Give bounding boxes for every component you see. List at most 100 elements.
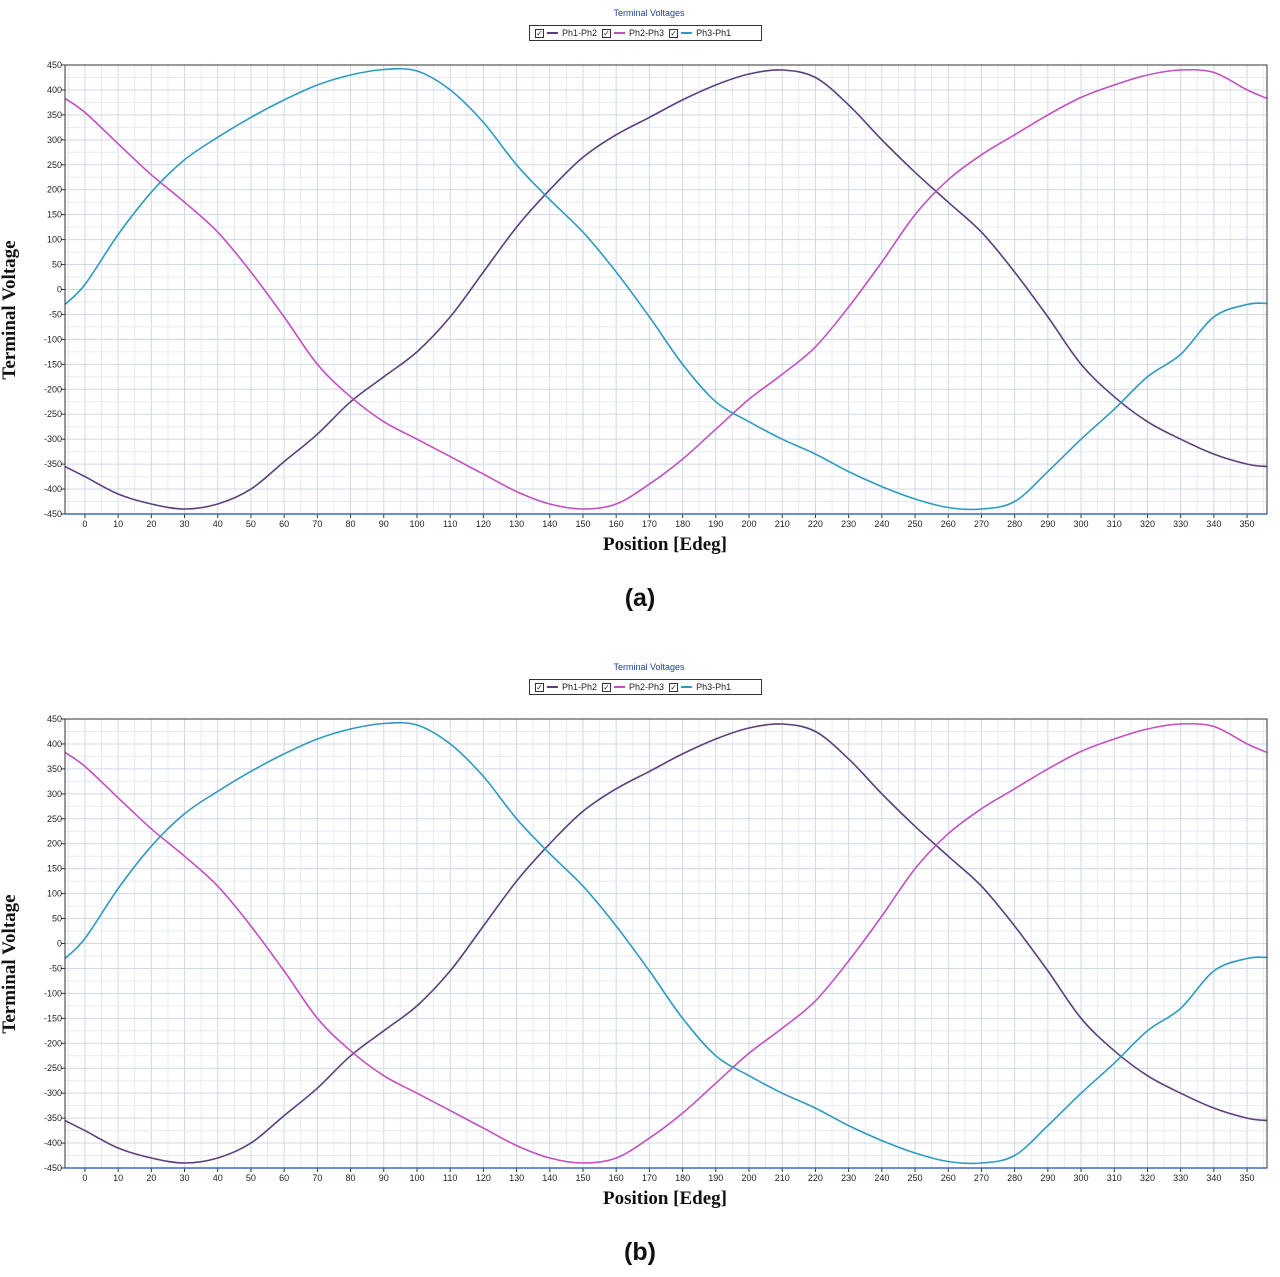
x-tick-label: 40 [213, 1173, 223, 1183]
y-tick-label: -50 [49, 963, 62, 973]
x-tick-label: 210 [775, 1173, 790, 1183]
y-tick-label: -300 [44, 1088, 62, 1098]
x-tick-label: 180 [675, 1173, 690, 1183]
x-tick-label: 30 [180, 519, 190, 529]
y-tick-label: 350 [47, 764, 62, 774]
x-tick-label: 60 [279, 519, 289, 529]
x-tick-label: 150 [575, 519, 590, 529]
y-tick-label: -450 [44, 509, 62, 519]
series-line-ph2-ph3 [64, 68, 1268, 510]
x-tick-label: 100 [409, 519, 424, 529]
legend-item-ph1-ph2[interactable]: ✓ Ph1-Ph2 [535, 28, 597, 38]
x-tick-label: 330 [1173, 1173, 1188, 1183]
x-tick-label: 240 [874, 1173, 889, 1183]
x-tick-label: 220 [808, 1173, 823, 1183]
legend-swatch [614, 686, 626, 688]
x-tick-label: 340 [1206, 1173, 1221, 1183]
x-tick-label: 230 [841, 1173, 856, 1183]
x-tick-label: 300 [1074, 1173, 1089, 1183]
x-tick-label: 80 [346, 519, 356, 529]
legend-checkbox-icon[interactable]: ✓ [669, 682, 679, 692]
legend-label: Ph2-Ph3 [629, 28, 665, 38]
x-tick-label: 260 [941, 1173, 956, 1183]
x-tick-label: 270 [974, 519, 989, 529]
y-tick-label: -200 [44, 384, 62, 394]
x-tick-label: 70 [312, 519, 322, 529]
x-tick-label: 20 [146, 519, 156, 529]
series-line-ph1-ph2 [64, 69, 1268, 510]
x-tick-label: 60 [279, 1173, 289, 1183]
y-tick-label: 450 [47, 714, 62, 724]
legend-checkbox-icon[interactable]: ✓ [602, 682, 612, 692]
x-tick-label: 350 [1240, 519, 1255, 529]
legend-checkbox-icon[interactable]: ✓ [669, 28, 679, 38]
x-tick-label: 350 [1240, 1173, 1255, 1183]
legend-item-ph2-ph3[interactable]: ✓ Ph2-Ph3 [602, 682, 664, 692]
x-tick-label: 240 [874, 519, 889, 529]
legend-label: Ph1-Ph2 [562, 682, 598, 692]
x-tick-label: 70 [312, 1173, 322, 1183]
y-tick-label: 150 [47, 210, 62, 220]
legend-label: Ph1-Ph2 [562, 28, 598, 38]
line-chart-a: 0 10 20 30 40 50 60 70 80 90 100 110 120 130 140 150 160… [44, 60, 1268, 529]
y-tick-label: 100 [47, 889, 62, 899]
x-tick-label: 330 [1173, 519, 1188, 529]
legend-item-ph1-ph2[interactable]: ✓ Ph1-Ph2 [535, 682, 597, 692]
y-tick-label: 50 [52, 914, 62, 924]
x-tick-label: 290 [1040, 1173, 1055, 1183]
y-tick-label: 400 [47, 85, 62, 95]
legend-checkbox-icon[interactable]: ✓ [535, 682, 544, 692]
y-tick-label: -150 [44, 359, 62, 369]
y-tick-label: 400 [47, 739, 62, 749]
x-tick-label: 160 [609, 519, 624, 529]
y-tick-label: -300 [44, 434, 62, 444]
legend-item-ph3-ph1[interactable]: ✓ Ph3-Ph1 [669, 682, 731, 692]
legend-swatch [547, 32, 558, 34]
legend-checkbox-icon[interactable]: ✓ [535, 28, 544, 38]
x-tick-label: 190 [708, 1173, 723, 1183]
y-tick-label: 150 [47, 864, 62, 874]
x-tick-label: 30 [180, 1173, 190, 1183]
x-tick-label: 300 [1074, 519, 1089, 529]
legend-swatch [614, 32, 626, 34]
x-tick-label: 250 [908, 519, 923, 529]
series-line-ph3-ph1 [64, 721, 1268, 1165]
x-tick-label: 90 [379, 519, 389, 529]
x-tick-label: 270 [974, 1173, 989, 1183]
x-tick-label: 340 [1206, 519, 1221, 529]
x-axis-title: Position [Edeg] [602, 534, 728, 555]
y-tick-label: 100 [47, 235, 62, 245]
legend-label: Ph2-Ph3 [629, 682, 665, 692]
y-tick-label: -250 [44, 409, 62, 419]
x-tick-label: 0 [82, 519, 87, 529]
x-tick-label: 310 [1107, 519, 1122, 529]
y-tick-label: -400 [44, 484, 62, 494]
x-tick-label: 280 [1007, 519, 1022, 529]
y-tick-label: 250 [47, 814, 62, 824]
x-tick-label: 200 [741, 1173, 756, 1183]
legend-swatch [681, 686, 693, 688]
x-tick-label: 290 [1040, 519, 1055, 529]
x-tick-label: 120 [476, 1173, 491, 1183]
legend-item-ph3-ph1[interactable]: ✓ Ph3-Ph1 [669, 28, 731, 38]
x-tick-label: 320 [1140, 1173, 1155, 1183]
y-tick-label: -200 [44, 1038, 62, 1048]
x-tick-label: 20 [146, 1173, 156, 1183]
legend-checkbox-icon[interactable]: ✓ [602, 28, 612, 38]
y-tick-label: -350 [44, 459, 62, 469]
x-tick-label: 180 [675, 519, 690, 529]
line-chart-b: 0 10 20 30 40 50 60 70 80 90 100 110 120 130 140 150 160… [44, 714, 1268, 1183]
legend-item-ph2-ph3[interactable]: ✓ Ph2-Ph3 [602, 28, 664, 38]
panel-label-a: (a) [624, 584, 656, 612]
x-tick-label: 130 [509, 519, 524, 529]
series-line-ph2-ph3 [64, 722, 1268, 1164]
panel-label-b: (b) [624, 1238, 656, 1266]
x-tick-label: 170 [642, 1173, 657, 1183]
legend-swatch [681, 32, 693, 34]
x-tick-label: 90 [379, 1173, 389, 1183]
x-tick-label: 50 [246, 1173, 256, 1183]
y-tick-label: 0 [57, 939, 62, 949]
x-tick-label: 130 [509, 1173, 524, 1183]
y-tick-label: 350 [47, 110, 62, 120]
legend: ✓ Ph1-Ph2 ✓ Ph2-Ph3 ✓ Ph3-Ph1 [529, 679, 762, 695]
